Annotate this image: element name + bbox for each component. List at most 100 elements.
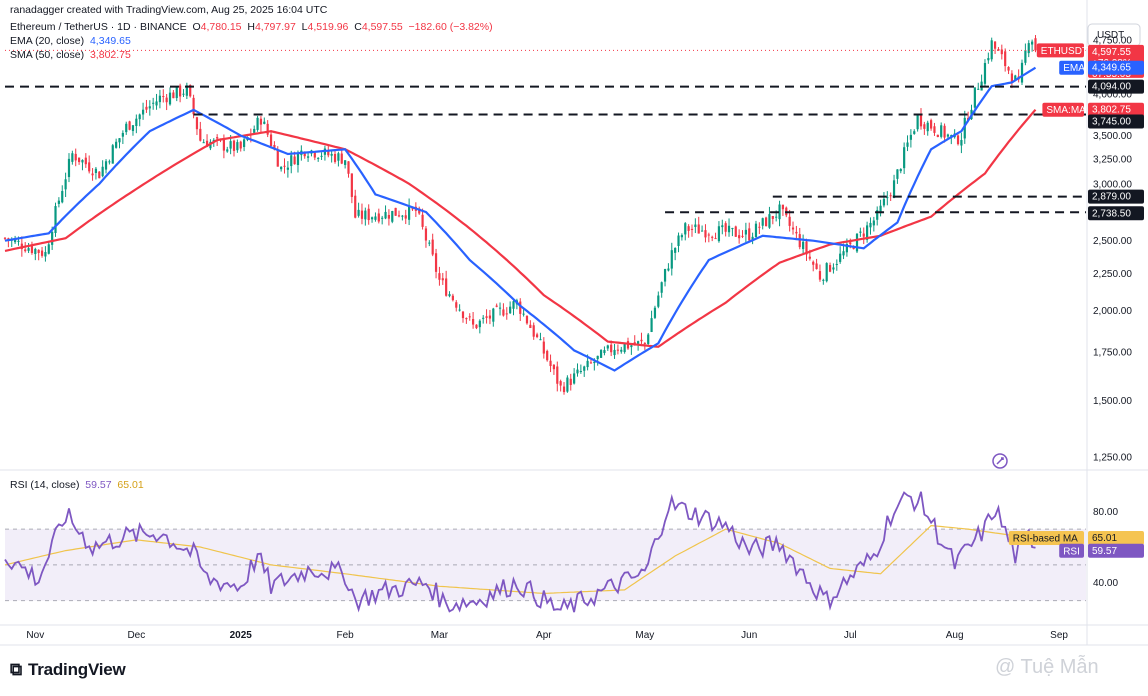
- candle: [828, 262, 832, 273]
- candle: [461, 310, 465, 323]
- rsi-value-box[interactable]: 59.57: [1088, 543, 1144, 558]
- candle-body: [812, 261, 815, 265]
- candle-body: [485, 316, 488, 318]
- candle: [155, 93, 158, 110]
- candle-body: [711, 236, 714, 238]
- candle: [539, 332, 542, 341]
- candle-body: [438, 273, 441, 280]
- candle-body: [509, 306, 512, 314]
- candle-body: [104, 161, 108, 170]
- candle: [835, 259, 838, 271]
- symbol-tag[interactable]: ETHUSDT: [1036, 43, 1088, 58]
- candle-body: [492, 308, 495, 322]
- level-value-box[interactable]: 2,879.00: [1088, 189, 1144, 204]
- candle-body: [822, 279, 825, 281]
- candle-body: [158, 95, 162, 103]
- rsi-ma-value-box[interactable]: 65.01: [1088, 531, 1144, 546]
- candle-body: [47, 244, 50, 254]
- candle-body: [283, 165, 286, 167]
- candle-body: [357, 209, 360, 216]
- candle: [179, 83, 182, 103]
- price-tick-label: 4,000.00: [1093, 89, 1132, 100]
- rsi-ma-legend-value: 65.01: [117, 479, 144, 491]
- candle: [751, 232, 754, 245]
- low-label: L: [301, 21, 308, 33]
- level-value-box[interactable]: 2,738.50: [1088, 206, 1144, 221]
- candle-body: [256, 117, 259, 130]
- candle-body: [108, 161, 111, 163]
- candle: [882, 192, 886, 208]
- sma-tag[interactable]: SMA:MA: [1042, 102, 1086, 117]
- ema-value-box[interactable]: 4,349.65: [1088, 60, 1144, 75]
- candle: [714, 232, 717, 240]
- candle-body: [51, 231, 54, 245]
- candle-body: [613, 349, 616, 356]
- sma-value-box[interactable]: 3,802.75: [1088, 102, 1144, 117]
- candle: [115, 138, 118, 149]
- rsi-line[interactable]: [4, 491, 1036, 613]
- candle: [623, 343, 626, 354]
- ema20-line[interactable]: [4, 66, 1037, 372]
- candle-body: [667, 268, 670, 271]
- candle: [381, 215, 384, 225]
- candle-body: [280, 166, 283, 170]
- sma-legend[interactable]: SMA (50, close) 3,802.75: [10, 48, 131, 62]
- candle: [445, 270, 448, 297]
- candle: [1020, 59, 1024, 85]
- level-value-box[interactable]: 3,745.00: [1088, 114, 1144, 129]
- candle: [866, 221, 869, 243]
- candle: [57, 197, 60, 208]
- candle: [724, 221, 727, 237]
- candle-body: [640, 339, 643, 342]
- candle-body: [148, 106, 151, 109]
- candle-body: [273, 145, 276, 150]
- ema-tag-text: EMA: [1063, 63, 1085, 74]
- symbol-name[interactable]: Ethereum / TetherUS · 1D · BINANCE: [10, 21, 187, 33]
- level-value-text: 2,879.00: [1092, 192, 1131, 203]
- rsi-ma-tag[interactable]: RSI-based MA: [1008, 531, 1084, 546]
- candle: [354, 189, 357, 219]
- candle: [148, 100, 151, 116]
- candle: [734, 225, 737, 237]
- candle: [859, 227, 862, 237]
- candle-body: [694, 224, 697, 227]
- candle-body: [714, 238, 717, 240]
- candle: [448, 291, 451, 298]
- candle: [680, 233, 683, 241]
- candle: [876, 206, 879, 226]
- time-tick-label: Jun: [741, 630, 757, 641]
- ema-tag[interactable]: EMA: [1059, 60, 1085, 75]
- candle: [471, 311, 475, 329]
- candle: [455, 300, 458, 312]
- candle-body: [145, 106, 148, 110]
- candle-body: [778, 204, 781, 220]
- candle-body: [879, 205, 882, 214]
- candle: [896, 169, 899, 184]
- candle: [768, 206, 771, 229]
- candle: [374, 212, 377, 222]
- candle-body: [916, 115, 919, 130]
- candle-body: [842, 251, 845, 256]
- ema-value-bg: [1088, 60, 1144, 75]
- candle-body: [317, 157, 320, 159]
- level-value-box[interactable]: 4,094.00: [1088, 79, 1144, 94]
- candle: [889, 192, 892, 201]
- candle: [488, 309, 492, 325]
- rsi-tag[interactable]: RSI: [1059, 543, 1084, 558]
- candle: [738, 229, 741, 244]
- replay-icon[interactable]: [992, 453, 1008, 469]
- candle-body: [700, 230, 704, 232]
- sma50-line[interactable]: [4, 108, 1037, 348]
- candle: [903, 142, 906, 175]
- candle-body: [40, 250, 44, 256]
- price-tick-label: 2,500.00: [1093, 236, 1132, 247]
- candle: [943, 123, 946, 143]
- rsi-legend[interactable]: RSI (14, close) 59.57 65.01: [10, 478, 144, 492]
- candle-body: [330, 153, 333, 156]
- ema-legend[interactable]: EMA (20, close) 4,349.65: [10, 34, 131, 48]
- candle-body: [674, 248, 677, 253]
- candle: [525, 315, 529, 325]
- open-value: 4,780.15: [200, 21, 242, 33]
- level-value-bg: [1088, 114, 1144, 129]
